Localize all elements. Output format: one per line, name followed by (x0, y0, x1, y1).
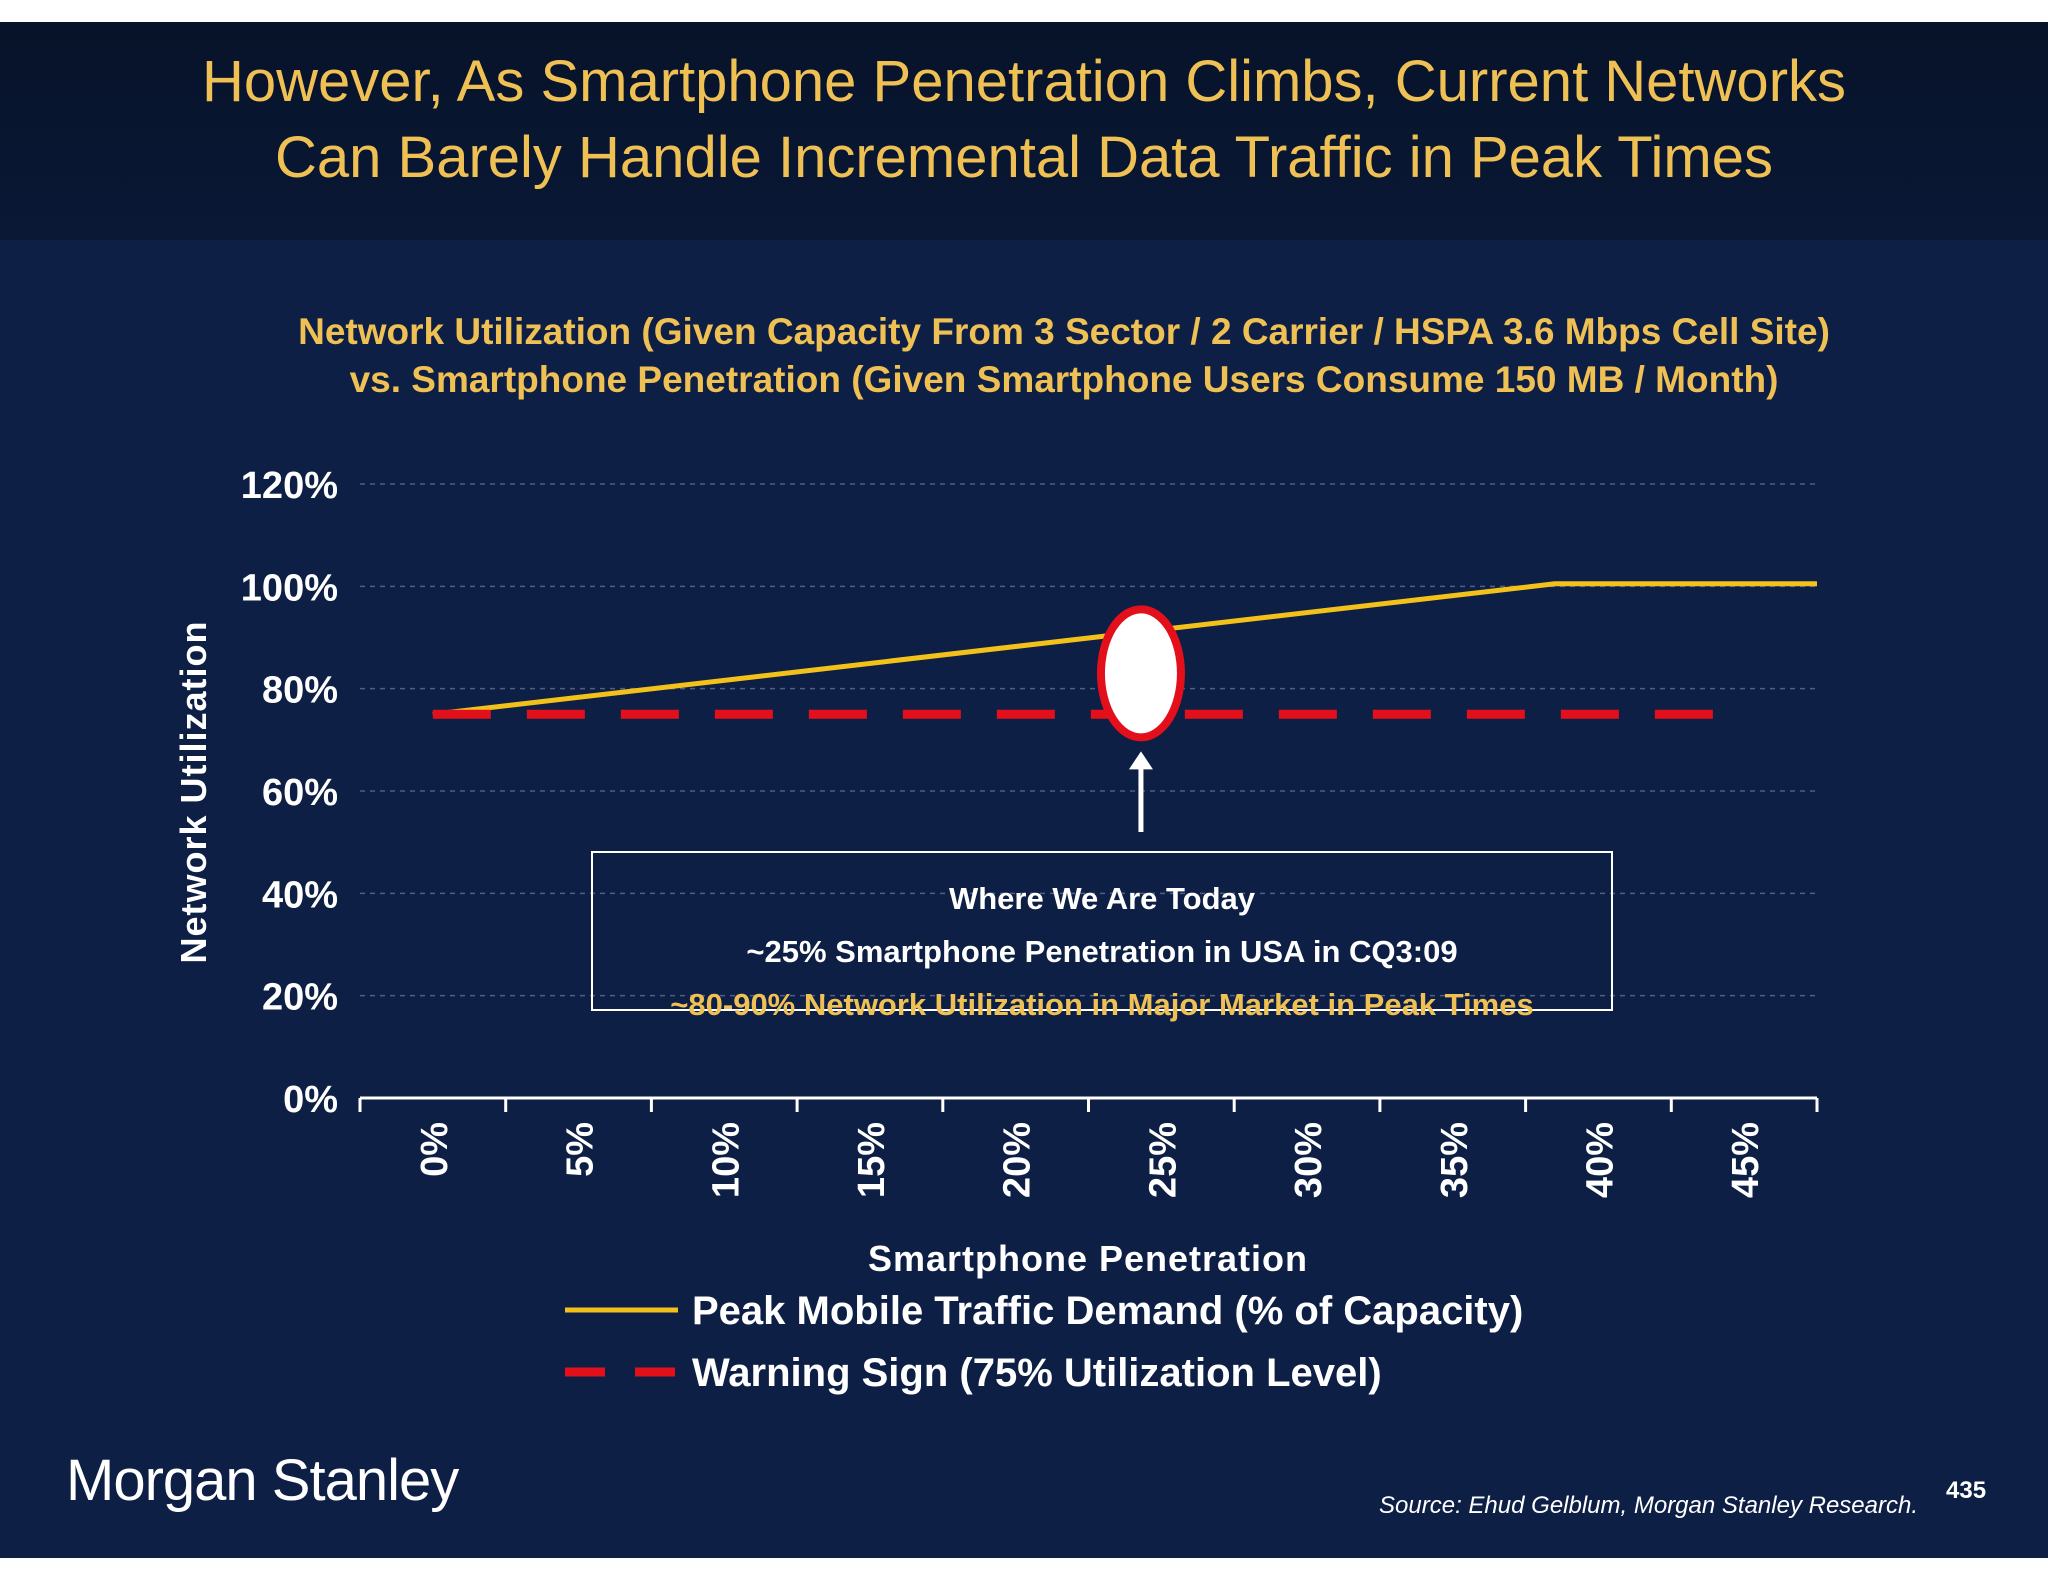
x-tick-label: 30% (1288, 1122, 1330, 1198)
slide: However, As Smartphone Penetration Climb… (0, 22, 2048, 1558)
y-tick-label: 80% (262, 670, 338, 712)
callout-line-1: Where We Are Today (948, 881, 1256, 916)
source-note: Source: Ehud Gelblum, Morgan Stanley Res… (1379, 1492, 1918, 1519)
x-axis-title: Smartphone Penetration (868, 1238, 1308, 1279)
y-tick-label: 120% (241, 465, 338, 507)
grid-lines (360, 483, 1817, 997)
demand-line (432, 581, 1817, 717)
x-tick-label: 20% (997, 1122, 1039, 1198)
x-tick-label: 5% (560, 1122, 602, 1177)
x-tick-label: 35% (1434, 1122, 1476, 1198)
line-chart: 0% 20% 40% 60% 80% 100% 120% 0% 5% 10% 15% 20% 25% 30… (173, 465, 1819, 1395)
x-tick-label: 15% (851, 1122, 893, 1198)
x-tick-label: 25% (1142, 1122, 1184, 1198)
arrow-head (1128, 751, 1153, 770)
chart-title: Network Utilization (Given Capacity From… (100, 308, 2028, 404)
slide-title: However, As Smartphone Penetration Climb… (60, 44, 1988, 196)
y-axis-title: Network Utilization (173, 620, 214, 963)
slide-title-line-2: Can Barely Handle Incremental Data Traff… (275, 125, 1773, 190)
y-tick-label: 100% (241, 567, 338, 609)
today-marker (1096, 605, 1185, 832)
y-tick-label: 0% (283, 1079, 338, 1121)
y-tick-label: 60% (262, 772, 338, 814)
x-tick-label: 0% (414, 1122, 456, 1177)
x-tick-label: 10% (705, 1122, 747, 1198)
legend: Peak Mobile Traffic Demand (% of Capacit… (565, 1289, 1523, 1395)
x-tick-label: 45% (1725, 1122, 1767, 1198)
legend-label: Warning Sign (75% Utilization Level) (692, 1351, 1382, 1395)
morgan-stanley-logo: Morgan Stanley (66, 1448, 459, 1513)
chart-title-line-1: Network Utilization (Given Capacity From… (298, 311, 1830, 352)
header-bar: However, As Smartphone Penetration Climb… (0, 22, 2048, 240)
x-tick-label: 40% (1579, 1122, 1621, 1198)
y-tick-label: 40% (262, 874, 338, 916)
legend-label: Peak Mobile Traffic Demand (% of Capacit… (692, 1289, 1523, 1333)
callout-line-2: ~25% Smartphone Penetration in USA in CQ… (746, 934, 1458, 969)
today-marker-ellipse (1096, 605, 1185, 742)
today-callout: Where We Are Today ~25% Smartphone Penet… (591, 851, 1613, 1022)
slide-title-line-1: However, As Smartphone Penetration Climb… (201, 49, 1847, 114)
axes: 0% 20% 40% 60% 80% 100% 120% 0% 5% 10% 15% 20% 25% 30… (173, 465, 1819, 1279)
chart-title-line-2: vs. Smartphone Penetration (Given Smartp… (349, 359, 1779, 400)
series (432, 581, 1817, 719)
callout-line-3: ~80-90% Network Utilization in Major Mar… (670, 987, 1534, 1022)
page-number: 435 (1946, 1477, 1987, 1504)
y-tick-label: 20% (262, 977, 338, 1019)
